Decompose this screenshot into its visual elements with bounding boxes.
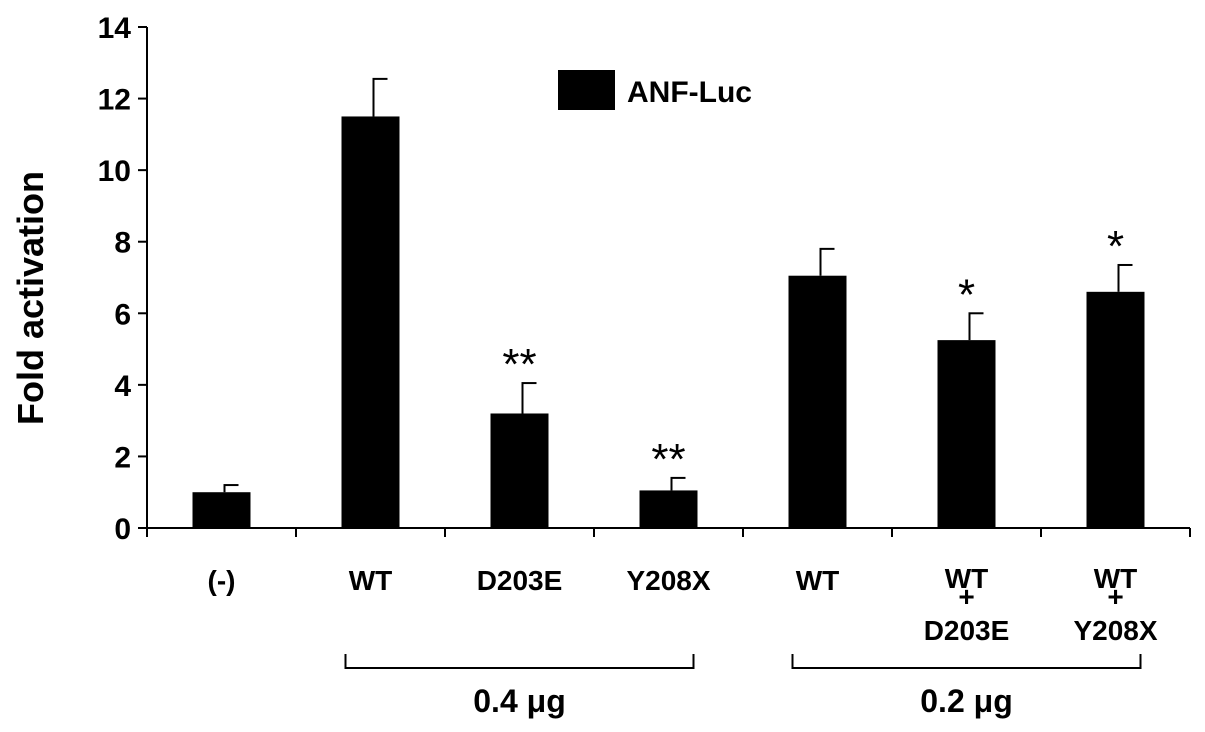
significance-marker: * (958, 270, 975, 319)
x-category-label: WT (349, 565, 393, 596)
x-category-label: (-) (208, 565, 236, 596)
group-bracket (344, 654, 695, 669)
x-category-label: + (1107, 581, 1123, 612)
y-tick-label: 8 (114, 227, 131, 260)
bar (937, 340, 996, 528)
significance-marker: ** (651, 435, 685, 484)
y-axis-label: Fold activation (10, 171, 51, 425)
y-tick-label: 0 (114, 513, 131, 546)
x-category-label: + (958, 581, 974, 612)
group-bracket (791, 654, 1142, 669)
bar (341, 116, 400, 528)
legend: ANF-Luc (558, 70, 752, 110)
y-tick-label: 2 (114, 441, 131, 474)
bar (788, 275, 847, 528)
x-category-label: D203E (924, 615, 1010, 646)
significance-marker: ** (502, 340, 536, 389)
significance-marker: * (1107, 222, 1124, 271)
y-tick-label: 12 (98, 84, 131, 117)
y-axis: 0 2 4 6 8 10 12 14 (98, 12, 1191, 546)
x-category-label: Y208X (1073, 615, 1157, 646)
x-category-label: WT (796, 565, 840, 596)
x-category-label: D203E (477, 565, 563, 596)
significance-markers: ****** (502, 222, 1124, 484)
bar (639, 490, 698, 528)
group-label: 0.4 μg (473, 683, 566, 719)
group-label: 0.2 μg (920, 683, 1013, 719)
x-category-label: WT (1094, 563, 1138, 594)
bar (192, 492, 251, 528)
x-category-label: Y208X (626, 565, 710, 596)
error-bars (223, 77, 1133, 493)
y-tick-label: 10 (98, 155, 131, 188)
y-tick-label: 14 (98, 12, 132, 45)
legend-swatch (558, 70, 615, 110)
x-category-label: WT (945, 563, 989, 594)
y-tick-label: 6 (114, 298, 131, 331)
bar (490, 413, 549, 528)
dose-groups: 0.4 μg 0.2 μg (344, 654, 1142, 719)
legend-label: ANF-Luc (627, 76, 752, 109)
y-tick-label: 4 (114, 370, 131, 403)
bars (192, 116, 1145, 528)
bar (1086, 291, 1145, 528)
